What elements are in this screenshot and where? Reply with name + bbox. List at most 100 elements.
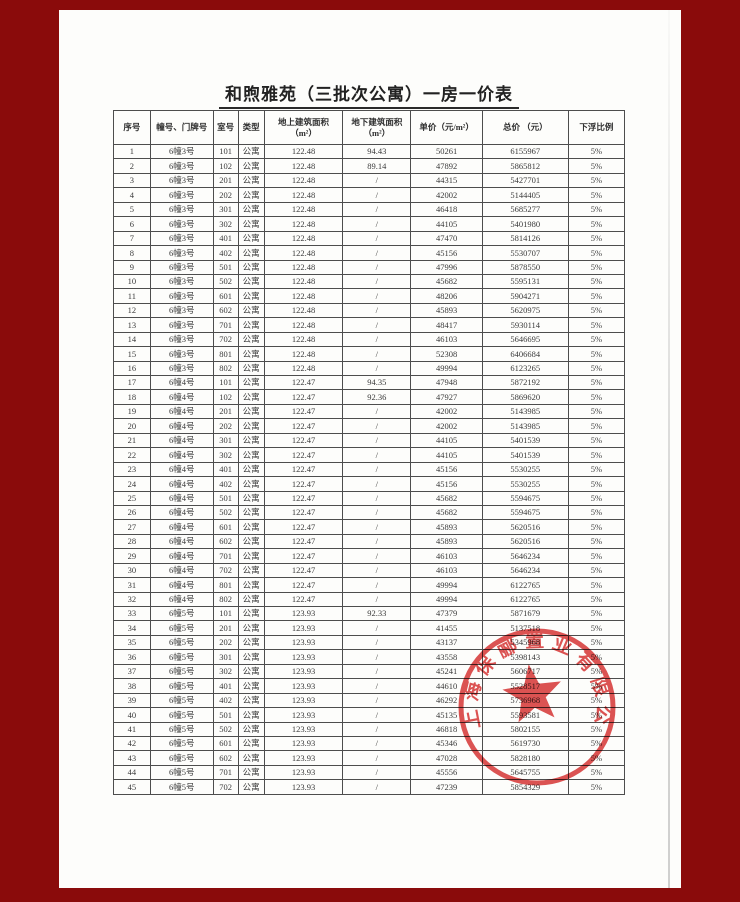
cell-type: 公寓	[237, 663, 265, 680]
cell-index: 27	[113, 519, 151, 535]
cell-index: 37	[113, 663, 151, 680]
cell-area-above: 122.47	[263, 447, 344, 463]
table-row: 19 6幢4号 201 公寓 122.47/42002 5143985 5%	[113, 403, 626, 420]
cell-total-price: 5530255	[481, 476, 569, 492]
cell-total-price: 5530255	[481, 461, 569, 478]
cell-area-above: 122.48	[263, 245, 344, 261]
cell-building-door: 6幢3号	[149, 360, 214, 377]
cell-total-price: 5646695	[481, 331, 569, 348]
cell-index: 4	[113, 187, 151, 203]
cell-area-above: 122.47	[263, 432, 344, 449]
cell-building-door: 6幢3号	[149, 216, 214, 232]
cell-index: 25	[113, 490, 151, 506]
cell-discount-ratio: 5%	[567, 288, 626, 304]
cell-discount-ratio: 5%	[567, 418, 626, 434]
cell-unit-price: 49994	[410, 591, 483, 608]
cell-building-door: 6幢4号	[149, 562, 214, 579]
cell-room: 602	[212, 750, 239, 766]
cell-type: 公寓	[237, 403, 265, 420]
cell-index: 5	[113, 201, 151, 218]
cell-unit-price: 47892	[410, 158, 483, 174]
cell-room: 102	[212, 389, 239, 405]
cell-building-door: 6幢5号	[149, 620, 214, 636]
cell-area-below: /	[342, 721, 412, 737]
cell-total-price: 5595131	[481, 273, 569, 290]
cell-total-price: 5137518	[481, 620, 569, 636]
cell-total-price: 5528517	[481, 678, 569, 694]
cell-discount-ratio: 5%	[567, 447, 626, 463]
col-header-area-above: 地上建筑面积 （m²）	[263, 110, 344, 145]
cell-area-below: 89.14	[342, 158, 412, 174]
cell-discount-ratio: 5%	[567, 374, 626, 391]
cell-building-door: 6幢4号	[149, 418, 214, 434]
cell-area-above: 122.48	[263, 259, 344, 275]
cell-discount-ratio: 5%	[567, 403, 626, 420]
cell-total-price: 5619730	[481, 735, 569, 752]
cell-room: 201	[212, 403, 239, 420]
cell-total-price: 5143985	[481, 403, 569, 420]
table-row: 8 6幢3号 402 公寓 122.48/45156 5530707 5%	[113, 245, 626, 261]
cell-unit-price: 44610	[410, 678, 483, 694]
cell-type: 公寓	[237, 230, 265, 247]
cell-total-price: 5871679	[481, 605, 569, 622]
table-row: 26 6幢4号 502 公寓 122.47/45682 5594675 5%	[113, 504, 626, 521]
cell-type: 公寓	[237, 764, 265, 781]
cell-building-door: 6幢3号	[149, 331, 214, 348]
cell-area-below: /	[342, 750, 412, 766]
cell-discount-ratio: 5%	[567, 172, 626, 189]
cell-discount-ratio: 5%	[567, 201, 626, 218]
cell-total-price: 5620516	[481, 533, 569, 550]
cell-area-above: 122.48	[263, 273, 344, 290]
cell-area-below: /	[342, 447, 412, 463]
cell-room: 702	[212, 331, 239, 348]
cell-room: 402	[212, 692, 239, 709]
cell-index: 3	[113, 172, 151, 189]
table-row: 41 6幢5号 502 公寓 123.93/46818 5802155 5%	[113, 721, 626, 737]
scanned-document-page: 和煦雅苑（三批次公寓）一房一价表 序号 幢号、门牌号 室号 类型 地上建筑面积 …	[59, 10, 681, 888]
cell-unit-price: 45893	[410, 519, 483, 535]
cell-index: 6	[113, 216, 151, 232]
cell-area-below: /	[342, 764, 412, 781]
cell-type: 公寓	[237, 692, 265, 709]
cell-building-door: 6幢5号	[149, 750, 214, 766]
cell-unit-price: 42002	[410, 187, 483, 203]
cell-unit-price: 42002	[410, 403, 483, 420]
cell-area-below: /	[342, 230, 412, 247]
cell-index: 41	[113, 721, 151, 737]
cell-unit-price: 49994	[410, 577, 483, 593]
cell-building-door: 6幢5号	[149, 735, 214, 752]
cell-area-below: 94.35	[342, 374, 412, 391]
cell-room: 401	[212, 678, 239, 694]
cell-building-door: 6幢5号	[149, 605, 214, 622]
cell-total-price: 5398143	[481, 649, 569, 665]
cell-type: 公寓	[237, 533, 265, 550]
cell-index: 42	[113, 735, 151, 752]
cell-area-above: 122.48	[263, 317, 344, 333]
cell-area-below: /	[342, 317, 412, 333]
cell-room: 101	[212, 374, 239, 391]
cell-unit-price: 43558	[410, 649, 483, 665]
cell-room: 402	[212, 245, 239, 261]
cell-unit-price: 45241	[410, 663, 483, 680]
cell-area-above: 123.93	[263, 663, 344, 680]
cell-area-below: /	[342, 288, 412, 304]
cell-building-door: 6幢3号	[149, 158, 214, 174]
cell-area-below: /	[342, 490, 412, 506]
table-row: 16 6幢3号 802 公寓 122.48/49994 6123265 5%	[113, 360, 626, 377]
cell-room: 102	[212, 158, 239, 174]
cell-building-door: 6幢4号	[149, 374, 214, 391]
cell-building-door: 6幢4号	[149, 403, 214, 420]
cell-discount-ratio: 5%	[567, 259, 626, 275]
cell-area-above: 122.47	[263, 504, 344, 521]
cell-discount-ratio: 5%	[567, 331, 626, 348]
cell-discount-ratio: 5%	[567, 605, 626, 622]
cell-index: 32	[113, 591, 151, 608]
cell-room: 201	[212, 172, 239, 189]
cell-room: 801	[212, 346, 239, 362]
cell-total-price: 5828180	[481, 750, 569, 766]
cell-index: 30	[113, 562, 151, 579]
table-row: 3 6幢3号 201 公寓 122.48/44315 5427701 5%	[113, 172, 626, 189]
cell-discount-ratio: 5%	[567, 273, 626, 290]
cell-area-below: /	[342, 187, 412, 203]
cell-building-door: 6幢3号	[149, 245, 214, 261]
